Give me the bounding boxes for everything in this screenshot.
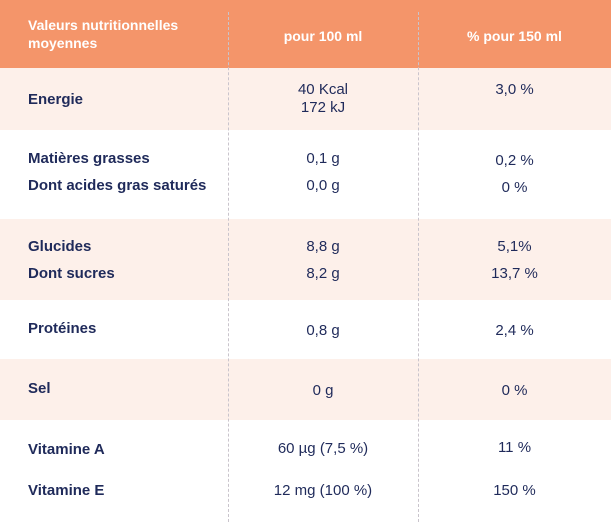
row-band-vitamins xyxy=(0,420,611,522)
row-band-carbs xyxy=(0,219,611,300)
row-label-saturated: Dont acides gras saturés xyxy=(28,177,207,194)
row-percent-fats: 0,2 % xyxy=(495,152,534,169)
row-label-vitamin-e: Vitamine E xyxy=(28,482,105,499)
row-percent-saturated: 0 % xyxy=(501,179,528,196)
row-value-vitamin-e: 12 mg (100 %) xyxy=(273,482,373,499)
row-percent-salt: 0 % xyxy=(501,382,528,399)
row-value-saturated: 0,0 g xyxy=(306,177,340,194)
row-label-fats: Matières grasses xyxy=(28,150,150,167)
row-label-carbs: Glucides xyxy=(28,238,92,255)
row-value-vitamin-a: 60 µg (7,5 %) xyxy=(277,440,369,457)
row-label-sugars: Dont sucres xyxy=(28,265,115,282)
row-percent-sugars: 13,7 % xyxy=(491,265,538,282)
row-value-fats: 0,1 g xyxy=(306,150,340,167)
table-header: Valeurs nutritionnelles moyennes pour 10… xyxy=(0,0,611,68)
row-value-energie: 40 Kcal 172 kJ xyxy=(228,81,418,117)
row-value-carbs: 8,8 g xyxy=(306,238,340,255)
energie-kcal: 40 Kcal xyxy=(297,81,349,98)
column-divider-1 xyxy=(228,12,229,522)
row-percent-proteins: 2,4 % xyxy=(495,322,534,339)
row-percent-energie: 3,0 % xyxy=(495,81,534,98)
row-value-salt: 0 g xyxy=(312,382,334,399)
row-percent-carbs: 5,1% xyxy=(497,238,532,255)
energie-kj: 172 kJ xyxy=(300,99,346,116)
column-divider-2 xyxy=(418,12,419,522)
row-band-fats xyxy=(0,130,611,219)
row-label-proteins: Protéines xyxy=(28,320,97,337)
row-band-salt xyxy=(0,359,611,420)
header-label-line2: moyennes xyxy=(28,35,98,51)
header-per-150ml: % pour 150 ml xyxy=(467,28,562,44)
row-value-proteins: 0,8 g xyxy=(306,322,340,339)
row-label-salt: Sel xyxy=(28,380,51,397)
row-percent-vitamin-a: 11 % xyxy=(497,439,532,456)
row-label-energie: Energie xyxy=(28,91,84,108)
header-per-100ml: pour 100 ml xyxy=(283,28,363,44)
row-label-vitamin-a: Vitamine A xyxy=(28,441,105,458)
row-percent-vitamin-e: 150 % xyxy=(493,482,536,499)
row-band-energie xyxy=(0,68,611,130)
header-label: Valeurs nutritionnelles moyennes xyxy=(28,16,178,52)
row-value-sugars: 8,2 g xyxy=(306,265,340,282)
header-label-line1: Valeurs nutritionnelles xyxy=(28,17,179,33)
